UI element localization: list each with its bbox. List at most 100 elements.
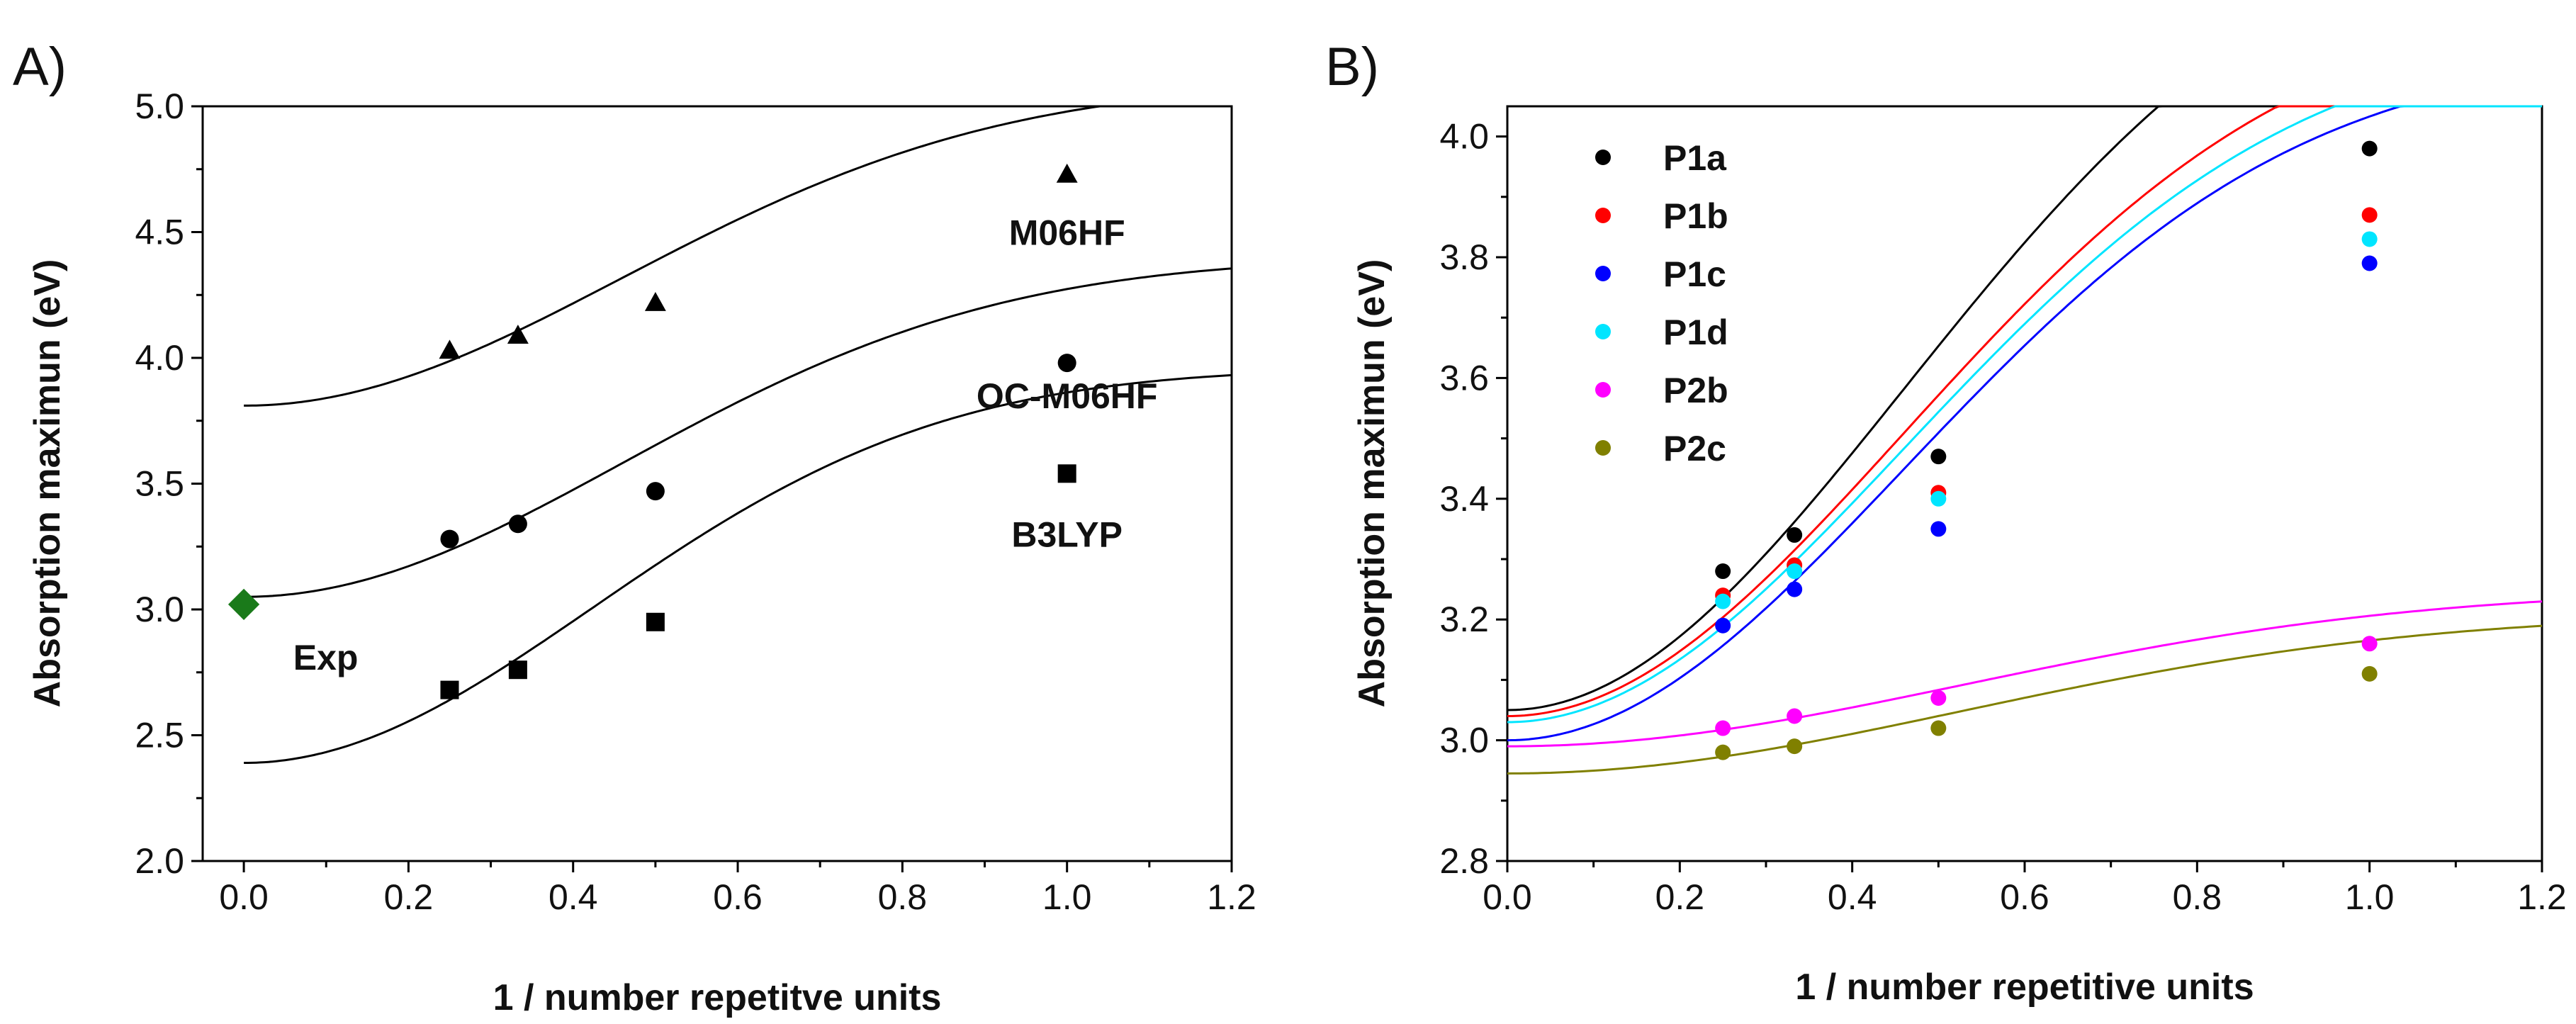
oc-m06hf-point-4 [1057, 354, 1076, 373]
p1d-fit-curve [1507, 105, 2542, 724]
p2c-point-2 [1787, 738, 1803, 755]
p2c-point-3 [1930, 720, 1947, 736]
panel-a-markers [227, 163, 1078, 699]
panel-b-x-axis-title: 1 / number repetitive units [1795, 967, 2254, 1008]
p1c-point-1 [1715, 617, 1731, 634]
p1a-point-1 [1715, 563, 1731, 580]
panel-b-label: B) [1325, 37, 1379, 97]
y-tick-label: 4.0 [135, 338, 184, 378]
p1a-point-2 [1787, 527, 1803, 543]
x-tick-label: 0.2 [384, 877, 434, 917]
y-tick-label: 2.5 [135, 716, 184, 755]
b3lyp-point-2 [508, 660, 527, 680]
legend-marker-p1a [1595, 150, 1611, 165]
y-tick-label: 5.0 [135, 86, 184, 126]
m06hf-point-4 [1056, 163, 1078, 183]
p1a-fit-curve [1507, 105, 2542, 711]
panel-a-x-axis-title: 1 / number repetitve units [493, 977, 942, 1018]
legend-marker-p2b [1595, 382, 1611, 398]
annotation-m06hf: M06HF [1009, 213, 1125, 252]
y-tick-label: 4.0 [1439, 117, 1489, 157]
m06hf-point-2 [507, 325, 529, 344]
p1c-point-4 [2361, 255, 2378, 271]
panel-b-ticks [1496, 135, 2543, 872]
legend-marker-p1d [1595, 324, 1611, 339]
y-tick-label: 2.0 [135, 841, 184, 881]
exp-point-1 [227, 588, 260, 620]
y-tick-label: 3.0 [135, 590, 184, 629]
panel-a-annotations: M06HF OC-M06HF B3LYP Exp [293, 213, 1158, 677]
p1a-point-4 [2361, 140, 2378, 157]
panel-a-label: A) [13, 37, 67, 97]
legend-label-p1a: P1a [1663, 138, 1727, 178]
legend-label-p1b: P1b [1663, 196, 1728, 236]
y-tick-label: 3.4 [1439, 479, 1489, 519]
y-tick-label: 3.8 [1439, 237, 1489, 277]
annotation-exp: Exp [293, 638, 359, 677]
panel-b-legend: P1a P1b P1c P1d P2b P2c [1595, 138, 1728, 468]
p1d-point-3 [1930, 490, 1947, 507]
annotation-b3lyp: B3LYP [1011, 514, 1123, 554]
p1c-fit-curve [1507, 105, 2542, 742]
legend-marker-p1b [1595, 208, 1611, 223]
legend-label-p1c: P1c [1663, 254, 1726, 294]
x-tick-label: 0.2 [1655, 877, 1705, 917]
p2c-point-1 [1715, 744, 1731, 760]
y-tick-label: 3.6 [1439, 358, 1489, 398]
x-tick-label: 1.2 [1207, 877, 1256, 917]
p1a-point-3 [1930, 449, 1947, 465]
b3lyp-fit-curve [244, 373, 1232, 764]
panel-a-y-axis-title: Absorption maximun (eV) [27, 259, 68, 708]
panel-b-tick-labels: 0.0 0.2 0.4 0.6 0.8 1.0 1.2 2.8 3.0 3.2 3.4 3.6 3.8 4… [1439, 117, 2566, 917]
y-tick-label: 3.0 [1439, 721, 1489, 760]
panel-a-tick-labels: 0.0 0.2 0.4 0.6 0.8 1.0 1.2 2.0 2.5 3.0 3.5 4.0 4.5 5… [135, 86, 1256, 917]
oc-m06hf-point-2 [508, 514, 527, 534]
p1b-point-4 [2361, 207, 2378, 223]
x-tick-label: 1.0 [2345, 877, 2395, 917]
panel-b-fit-curves [1507, 105, 2543, 775]
b3lyp-point-3 [646, 612, 665, 631]
m06hf-fit-curve [244, 105, 1232, 407]
p2c-point-4 [2361, 665, 2378, 682]
x-tick-label: 0.4 [549, 877, 598, 917]
x-tick-label: 0.8 [878, 877, 928, 917]
p2b-point-3 [1930, 690, 1947, 706]
panel-a: A) 0.0 0.2 0.4 0.6 0.8 1.0 1.2 2.0 2.5 3.0 3.5 4.0 4… [13, 37, 1256, 1018]
p2b-point-1 [1715, 720, 1731, 736]
m06hf-point-1 [439, 339, 461, 359]
x-tick-label: 1.0 [1042, 877, 1092, 917]
b3lyp-point-4 [1057, 464, 1076, 483]
p1c-point-3 [1930, 521, 1947, 537]
legend-marker-p1c [1595, 266, 1611, 281]
y-tick-label: 3.2 [1439, 600, 1489, 639]
p1d-point-2 [1787, 563, 1803, 580]
legend-label-p2b: P2b [1663, 371, 1728, 410]
panel-a-ticks [191, 105, 1233, 872]
panel-b-y-axis-title: Absorption maximun (eV) [1351, 259, 1393, 708]
y-tick-label: 4.5 [135, 213, 184, 252]
oc-m06hf-fit-curve [244, 267, 1232, 598]
x-tick-label: 0.6 [713, 877, 763, 917]
b3lyp-point-1 [440, 680, 459, 699]
p2b-fit-curve [1507, 600, 2543, 748]
p1c-point-2 [1787, 581, 1803, 597]
panel-b-markers [1715, 140, 2378, 760]
annotation-oc-m06hf: OC-M06HF [977, 376, 1158, 416]
x-tick-label: 0.6 [2000, 877, 2049, 917]
x-tick-label: 1.2 [2517, 877, 2567, 917]
p1d-point-1 [1715, 593, 1731, 609]
legend-label-p1d: P1d [1663, 313, 1728, 352]
oc-m06hf-point-3 [646, 482, 665, 501]
panel-b-plot-frame [1506, 105, 2543, 862]
x-tick-label: 0.0 [1483, 877, 1532, 917]
p2c-fit-curve [1507, 624, 2543, 775]
oc-m06hf-point-1 [440, 529, 459, 548]
panel-b: B) 0.0 0.2 0.4 0.6 0.8 1.0 1.2 2.8 3.0 3.2 3.4 3.6 3… [1325, 37, 2567, 1008]
legend-marker-p2c [1595, 440, 1611, 456]
legend-label-p2c: P2c [1663, 429, 1726, 468]
y-tick-label: 3.5 [135, 464, 184, 504]
x-tick-label: 0.4 [1828, 877, 1877, 917]
p2b-point-4 [2361, 636, 2378, 652]
p2b-point-2 [1787, 708, 1803, 724]
